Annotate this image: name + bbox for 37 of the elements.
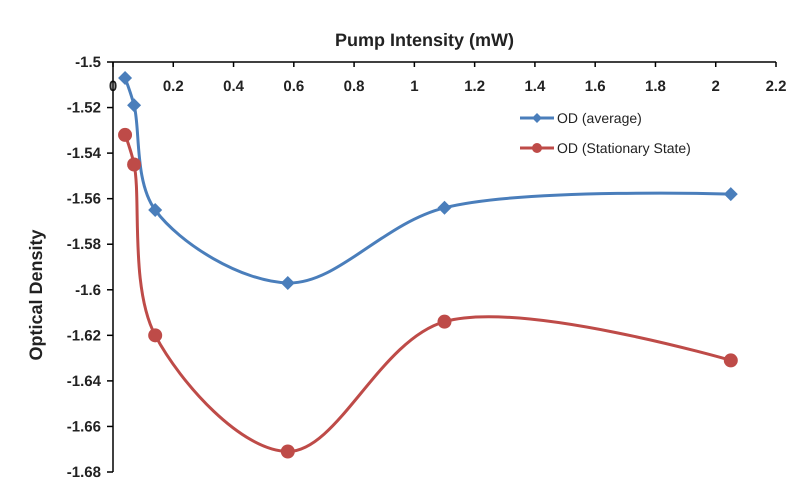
x-tick-label: 1: [410, 78, 419, 95]
y-tick-label: -1.64: [66, 372, 102, 390]
x-tick-label: 1.4: [524, 78, 546, 95]
x-tick-label: 1.8: [645, 78, 666, 95]
y-tick-label: -1.52: [66, 100, 101, 117]
y-tick-label: -1.5: [75, 54, 101, 71]
x-tick-label: 0.4: [223, 78, 245, 95]
y-tick-label: -1.62: [66, 327, 101, 344]
point: [280, 444, 295, 458]
point: [280, 276, 295, 290]
y-axis-title: Optical Density: [26, 229, 46, 361]
y-tick-label: -1.54: [66, 145, 102, 162]
y-tick-label: -1.6: [75, 282, 101, 299]
point: [118, 70, 132, 85]
x-axis-title: Pump Intensity (mW): [335, 30, 514, 50]
x-tick-label: 0.2: [162, 78, 184, 95]
x-tick-label: 1.2: [464, 78, 486, 95]
point: [438, 314, 452, 329]
y-tick-label: -1.68: [66, 464, 101, 481]
y-tick-label: -1.58: [66, 236, 101, 254]
point: [148, 328, 162, 342]
x-tick-label: 2.2: [766, 78, 786, 95]
x-tick-label: 1.6: [584, 78, 606, 95]
point: [438, 200, 452, 215]
y-tick-label: -1.66: [66, 418, 101, 436]
point: [127, 98, 142, 112]
point: [148, 203, 162, 218]
point: [118, 128, 132, 142]
y-tick-label: -1.56: [66, 190, 101, 208]
legend-label: OD (Stationary State): [557, 140, 691, 156]
x-tick-label: 0.6: [283, 78, 304, 95]
x-tick-label: 2: [712, 78, 720, 95]
point: [127, 158, 142, 172]
x-tick-label: 0.8: [344, 78, 365, 95]
legend-label: OD (average): [557, 110, 642, 126]
point: [724, 353, 738, 368]
point: [724, 187, 738, 202]
